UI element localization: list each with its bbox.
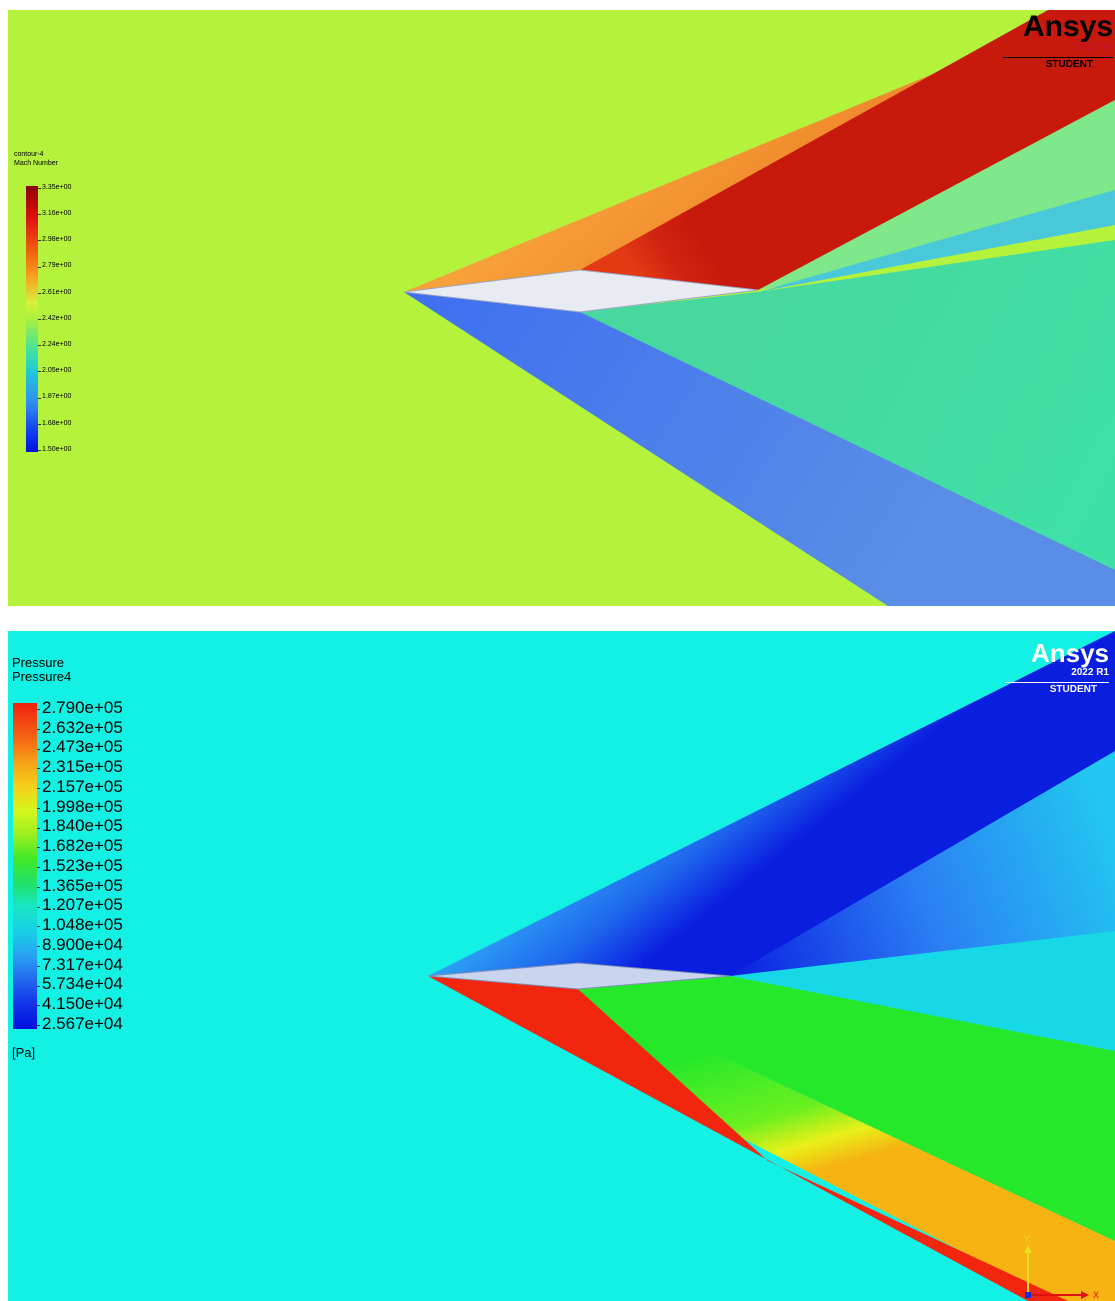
legend-tick-label: 2.567e+04	[42, 1013, 123, 1033]
legend-tick-label: 2.790e+05	[42, 697, 123, 717]
ansys-version: 2022 R1	[1071, 667, 1109, 678]
legend-tick-mark	[38, 345, 41, 347]
legend-tick-mark	[37, 965, 40, 967]
legend-variable-name: Mach Number	[14, 160, 58, 167]
legend-tick-mark	[37, 926, 40, 928]
legend-tick-label: 2.315e+05	[42, 757, 123, 777]
legend-tick-mark	[37, 906, 40, 908]
student-edition-label: STUDENT	[1049, 684, 1097, 695]
diamond-airfoil	[403, 269, 759, 313]
legend-tick-label: 2.157e+05	[42, 776, 123, 796]
legend-tick-mark	[38, 319, 41, 320]
legend-tick-mark	[38, 450, 41, 451]
legend-tick-label: 1.207e+05	[42, 895, 123, 915]
legend-tick-mark	[37, 728, 40, 730]
legend-tick-label: 2.79e+00	[42, 262, 72, 270]
legend-tick-mark	[37, 886, 40, 888]
legend-tick-mark	[37, 946, 40, 947]
legend-tick-label: 2.42e+00	[42, 314, 72, 322]
legend-tick-label: 1.68e+00	[42, 419, 72, 427]
student-edition-label: STUDENT	[1045, 59, 1093, 70]
lower-green-region	[578, 976, 1115, 1241]
legend-tick-label: 4.150e+04	[42, 994, 123, 1014]
legend-tick-mark	[37, 827, 40, 829]
legend-tick-mark	[37, 709, 40, 710]
legend-tick-mark	[38, 266, 41, 268]
z-axis-marker	[1025, 1292, 1031, 1298]
logo-divider	[1005, 682, 1109, 683]
legend-unit: [Pa]	[12, 1045, 36, 1060]
lower-expansion-region	[404, 292, 1115, 606]
legend-tick-mark	[37, 985, 40, 987]
upper-fan-region	[758, 100, 1115, 290]
legend-tick-mark	[37, 748, 40, 750]
diamond-airfoil	[427, 962, 731, 990]
legend-tick-mark	[38, 371, 41, 373]
ansys-logo-word: Ansys	[1022, 10, 1113, 43]
x-axis-label: X	[1093, 1290, 1099, 1300]
ansys-logo-word: Ansys	[1030, 638, 1109, 668]
legend-tick-mark	[38, 397, 41, 399]
legend-tick-label: 1.048e+05	[42, 915, 123, 935]
mach-number-contour-view[interactable]: Ansys 2022 R1 STUDENT contour-4 Mach Num…	[8, 10, 1115, 606]
legend-tick-mark	[37, 867, 40, 868]
wake-region	[730, 931, 1115, 1051]
legend-tick-label: 1.365e+05	[42, 875, 123, 895]
ansys-version: 2022 R1	[1075, 42, 1113, 53]
ansys-logo: Ansys 2022 R1 STUDENT	[1005, 639, 1109, 697]
legend-tick-mark	[37, 1025, 40, 1026]
y-axis-label: Y	[1024, 1234, 1030, 1244]
legend-tick-label: 3.16e+00	[42, 210, 72, 217]
legend-tick-label: 1.87e+00	[42, 393, 72, 401]
trailing-edge-fan	[730, 751, 1115, 991]
upper-expansion-region	[580, 10, 1115, 290]
legend-tick-label: 2.61e+00	[42, 288, 72, 296]
legend-tick-label: 5.734e+04	[42, 974, 123, 994]
legend-tick-label: 1.50e+00	[42, 445, 72, 453]
legend-title: Pressure	[12, 655, 65, 670]
legend-tick-mark	[37, 847, 40, 849]
legend-tick-label: 7.317e+04	[42, 954, 123, 974]
legend-tick-mark	[38, 188, 41, 189]
pressure-contour-view[interactable]: Ansys 2022 R1 STUDENT Pressure Pressure4…	[8, 631, 1115, 1301]
mach-contour-field	[8, 10, 1115, 606]
legend-tick-mark	[38, 240, 41, 242]
legend-tick-label: 2.24e+00	[42, 341, 72, 348]
legend-tick-mark	[37, 788, 40, 789]
legend-tick-label: 1.523e+05	[42, 855, 123, 875]
x-axis-head	[1081, 1291, 1089, 1299]
legend-tick-label: 1.998e+05	[42, 796, 123, 816]
legend-tick-label: 2.473e+05	[42, 737, 123, 757]
legend-tick-label: 2.632e+05	[42, 717, 123, 737]
mach-colorbar	[26, 186, 38, 452]
legend-tick-label: 3.35e+00	[42, 183, 72, 191]
ansys-logo: Ansys 2022 R1 STUDENT	[1003, 12, 1113, 72]
legend-tick-label: 1.682e+05	[42, 836, 123, 856]
legend-tick-label: 1.840e+05	[42, 816, 123, 836]
legend-tick-label: 2.05e+00	[42, 367, 72, 375]
legend-tick-mark	[38, 292, 41, 294]
logo-divider	[1003, 57, 1113, 58]
legend-variable-name: Pressure4	[12, 669, 72, 684]
legend-tick-mark	[37, 1005, 40, 1007]
pressure-colorbar	[13, 703, 37, 1029]
legend-tick-mark	[37, 768, 40, 770]
wake-streak-region	[758, 190, 1115, 292]
axis-triad: Y X	[1024, 1234, 1099, 1300]
legend-tick-label: 2.98e+00	[42, 236, 72, 244]
legend-tick-mark	[37, 807, 40, 809]
legend-contour-name: contour-4	[14, 151, 44, 158]
legend-tick-mark	[38, 214, 41, 216]
pressure-contour-field	[8, 631, 1115, 1301]
lower-shock-region	[428, 976, 1068, 1301]
y-axis-head	[1024, 1245, 1032, 1253]
legend-tick-label: 8.900e+04	[42, 934, 123, 954]
legend-tick-mark	[38, 423, 41, 425]
